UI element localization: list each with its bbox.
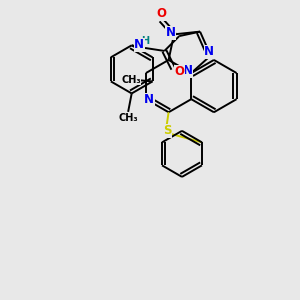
Text: H: H [142, 35, 150, 46]
Text: N: N [144, 93, 154, 106]
Text: CH₃: CH₃ [118, 113, 138, 123]
Text: CH₃: CH₃ [121, 75, 141, 85]
Text: O: O [175, 65, 185, 78]
Text: O: O [156, 7, 166, 20]
Text: S: S [163, 124, 171, 137]
Text: N: N [204, 46, 214, 59]
Text: N: N [166, 26, 176, 39]
Text: N: N [183, 64, 193, 77]
Text: N: N [134, 38, 144, 52]
